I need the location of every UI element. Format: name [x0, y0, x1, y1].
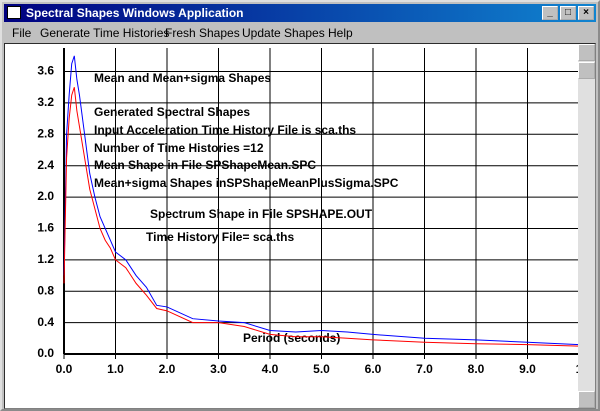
x-tick-label: 2.0: [159, 362, 176, 376]
annotation: Mean and Mean+sigma Shapes: [94, 71, 271, 85]
annotation: Input Acceleration Time History File is …: [94, 123, 356, 137]
data-line: [63, 87, 580, 347]
scroll-down[interactable]: [578, 391, 595, 408]
x-tick-label: 4.0: [262, 362, 279, 376]
close-button[interactable]: ×: [578, 6, 594, 20]
y-tick-label: 2.8: [37, 126, 54, 140]
y-tick-label: 2.4: [37, 158, 54, 172]
y-tick-label: 2.0: [37, 189, 54, 203]
x-tick-label: 7.0: [416, 362, 433, 376]
x-tick-label: 6.0: [365, 362, 382, 376]
title-bar: Spectral Shapes Windows Application _ □ …: [4, 4, 596, 22]
annotation: Number of Time Histories =12: [94, 141, 264, 155]
x-axis-label: Period (seconds): [243, 331, 340, 345]
menu-bar: File Generate Time Histories Fresh Shape…: [4, 24, 596, 42]
x-tick-label: 1.0: [107, 362, 124, 376]
window-title: Spectral Shapes Windows Application: [26, 6, 244, 20]
minimize-button[interactable]: _: [542, 6, 558, 20]
menu-item[interactable]: Generate Time Histories: [40, 26, 170, 40]
annotation: Generated Spectral Shapes: [94, 105, 250, 119]
maximize-button[interactable]: □: [560, 6, 576, 20]
annotation: Spectrum Shape in File SPSHAPE.OUT: [150, 207, 373, 221]
menu-item[interactable]: File: [12, 26, 32, 40]
x-tick-label: 9.0: [519, 362, 536, 376]
x-tick-label: 5.0: [313, 362, 330, 376]
scroll-thumb[interactable]: [578, 62, 595, 79]
y-tick-label: 0.4: [37, 315, 54, 329]
client-area: 0.0 0.4 0.8 1.2 1.6 2.0 2.4 2.8 3.2 3.6 0.0 1.0 2.0 3…: [4, 43, 596, 409]
y-tick-label: 3.6: [37, 64, 54, 78]
y-tick-label: 3.2: [37, 95, 54, 109]
scroll-up[interactable]: [578, 44, 595, 61]
annotation: Mean+sigma Shapes inSPShapeMeanPlusSigma…: [94, 176, 399, 190]
data-line: [63, 55, 580, 346]
y-tick-label: 1.2: [37, 252, 54, 266]
x-tick-label: 3.0: [210, 362, 227, 376]
menu-item[interactable]: Update Shapes: [242, 26, 325, 40]
app-icon: [7, 6, 21, 19]
x-tick-label: 8.0: [468, 362, 485, 376]
chart: 0.0 0.4 0.8 1.2 1.6 2.0 2.4 2.8 3.2 3.6 0.0 1.0 2.0 3…: [37, 48, 583, 376]
y-tick-label: 1.6: [37, 221, 54, 235]
y-tick-label: 0.8: [37, 283, 54, 297]
vertical-scrollbar[interactable]: [578, 44, 595, 408]
annotation: Time History File= sca.ths: [146, 230, 294, 244]
y-tick-label: 0.0: [37, 346, 54, 360]
x-tick-label: 0.0: [56, 362, 73, 376]
menu-item[interactable]: Help: [328, 26, 353, 40]
annotation: Mean Shape in File SPShapeMean.SPC: [94, 158, 316, 172]
menu-item[interactable]: Fresh Shapes: [165, 26, 240, 40]
